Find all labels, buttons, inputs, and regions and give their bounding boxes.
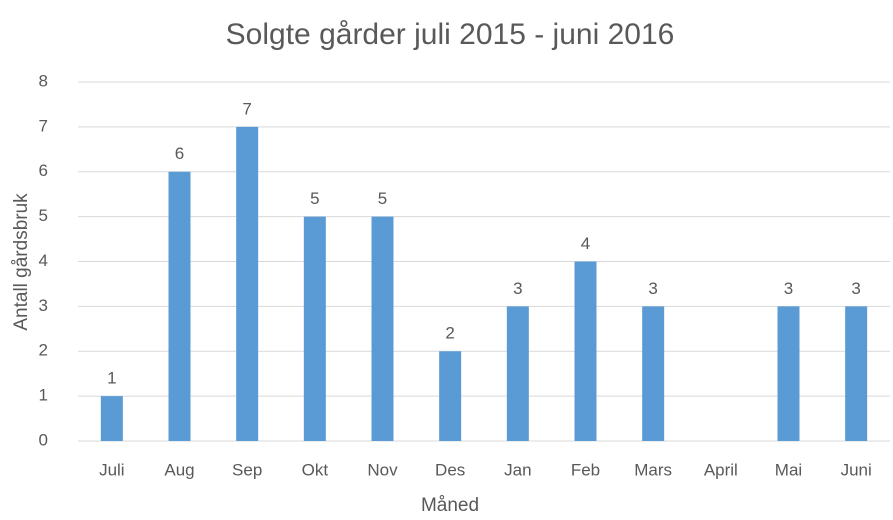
bar bbox=[845, 306, 868, 441]
data-label: 1 bbox=[107, 369, 116, 388]
x-tick-label: Jan bbox=[504, 460, 531, 479]
x-axis-label: Måned bbox=[421, 495, 479, 516]
x-tick-label: Juli bbox=[99, 460, 125, 479]
x-tick-label: Feb bbox=[571, 460, 600, 479]
data-label: 3 bbox=[784, 279, 793, 298]
x-tick-label: April bbox=[704, 460, 738, 479]
x-tick-label: Mai bbox=[775, 460, 802, 479]
x-tick-label: Juni bbox=[841, 460, 872, 479]
bar bbox=[168, 171, 191, 441]
data-label: 6 bbox=[175, 144, 184, 163]
data-label: 3 bbox=[648, 279, 657, 298]
bar bbox=[642, 306, 665, 441]
x-tick-label: Aug bbox=[164, 460, 194, 479]
y-tick-label: 0 bbox=[39, 430, 48, 449]
data-label: 5 bbox=[310, 189, 319, 208]
chart-title: Solgte gårder juli 2015 - juni 2016 bbox=[226, 18, 675, 51]
y-tick-label: 1 bbox=[39, 386, 48, 405]
y-axis-label: Antall gårdsbruk bbox=[11, 193, 32, 331]
data-label: 3 bbox=[851, 279, 860, 298]
bar bbox=[574, 261, 597, 441]
y-tick-label: 4 bbox=[39, 251, 48, 270]
x-tick-label: Des bbox=[435, 460, 465, 479]
bar bbox=[303, 216, 326, 441]
y-tick-label: 3 bbox=[39, 296, 48, 315]
y-tick-label: 5 bbox=[39, 206, 48, 225]
bar bbox=[100, 396, 123, 441]
data-label: 2 bbox=[445, 324, 454, 343]
y-tick-label: 7 bbox=[39, 116, 48, 135]
y-tick-label: 6 bbox=[39, 161, 48, 180]
data-label: 7 bbox=[242, 99, 251, 118]
data-label: 4 bbox=[581, 234, 590, 253]
bar bbox=[777, 306, 800, 441]
x-tick-label: Sep bbox=[232, 460, 262, 479]
y-tick-label: 8 bbox=[39, 71, 48, 90]
x-tick-label: Mars bbox=[634, 460, 672, 479]
y-tick-label: 2 bbox=[39, 341, 48, 360]
data-label: 3 bbox=[513, 279, 522, 298]
bar bbox=[439, 351, 462, 441]
bar bbox=[236, 126, 259, 441]
bar bbox=[506, 306, 529, 441]
bar bbox=[371, 216, 394, 441]
data-label: 5 bbox=[378, 189, 387, 208]
x-tick-label: Okt bbox=[302, 460, 329, 479]
x-tick-label: Nov bbox=[367, 460, 398, 479]
